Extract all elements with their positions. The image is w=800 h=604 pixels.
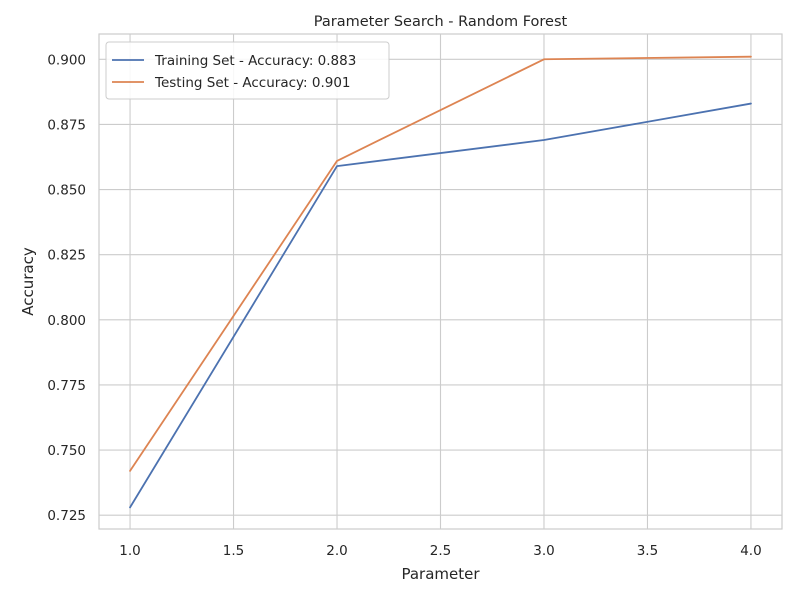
x-tick-label: 3.0 xyxy=(533,543,554,559)
y-tick-label: 0.850 xyxy=(47,183,86,199)
y-tick-label: 0.825 xyxy=(47,248,86,264)
y-tick-label: 0.900 xyxy=(47,52,86,68)
y-tick-label: 0.775 xyxy=(47,378,86,394)
x-tick-label: 3.5 xyxy=(637,543,658,559)
y-axis-label: Accuracy xyxy=(19,247,37,316)
y-tick-label: 0.800 xyxy=(47,313,86,329)
chart-title: Parameter Search - Random Forest xyxy=(314,14,568,30)
x-tick-label: 1.0 xyxy=(119,543,140,559)
y-tick-label: 0.750 xyxy=(47,443,86,459)
x-axis-label: Parameter xyxy=(401,565,480,583)
x-tick-label: 2.0 xyxy=(326,543,347,559)
legend: Training Set - Accuracy: 0.883 Testing Se… xyxy=(106,42,389,99)
x-tick-label: 2.5 xyxy=(430,543,451,559)
y-tick-label: 0.725 xyxy=(47,508,86,524)
legend-label: Testing Set - Accuracy: 0.901 xyxy=(154,75,351,91)
x-tick-label: 4.0 xyxy=(740,543,761,559)
legend-label: Training Set - Accuracy: 0.883 xyxy=(154,53,356,69)
y-tick-label: 0.875 xyxy=(47,117,86,133)
x-tick-label: 1.5 xyxy=(223,543,244,559)
